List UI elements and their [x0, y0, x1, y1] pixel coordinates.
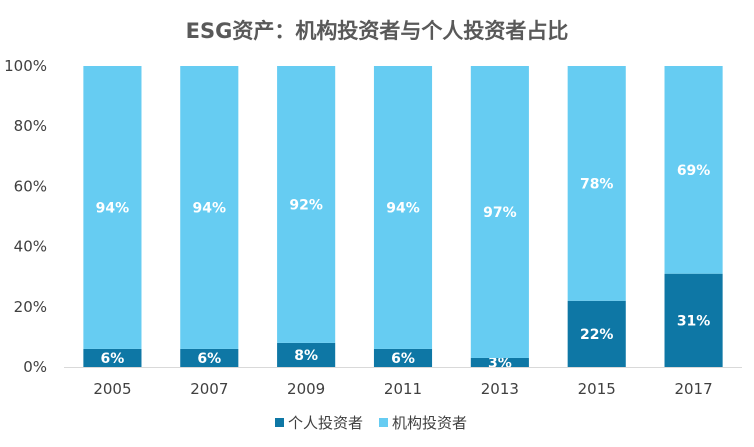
data-label: 31% — [677, 313, 711, 329]
bar-segment-institutional — [373, 66, 433, 349]
x-axis: 2005 2007 2009 2011 2013 2015 2017 — [64, 367, 742, 398]
legend-label: 机构投资者 — [392, 414, 467, 432]
y-tick-label: 100% — [4, 57, 47, 75]
data-label: 92% — [289, 197, 323, 213]
bar-segment-individual — [373, 348, 433, 367]
legend-label: 个人投资者 — [288, 414, 363, 432]
x-tick-label: 2007 — [190, 380, 228, 398]
chart-title: ESG资产：机构投资者与个人投资者占比 — [186, 19, 569, 43]
bar-segment-individual — [664, 273, 723, 367]
y-tick-label: 20% — [14, 298, 47, 316]
data-label: 97% — [483, 205, 517, 221]
data-label: 78% — [580, 176, 614, 192]
bar-segment-individual — [277, 342, 336, 367]
bar-segment-individual — [470, 357, 529, 367]
data-label: 94% — [386, 200, 420, 216]
legend-swatch-individual — [275, 418, 284, 427]
data-label: 6% — [101, 351, 125, 367]
data-label: 8% — [294, 348, 318, 364]
data-label: 6% — [197, 351, 221, 367]
x-tick-label: 2011 — [384, 380, 422, 398]
x-tick-label: 2005 — [93, 380, 131, 398]
y-tick-label: 40% — [14, 238, 47, 256]
x-tick-label: 2013 — [481, 380, 519, 398]
x-tick-label: 2015 — [578, 380, 616, 398]
y-tick-label: 80% — [14, 117, 47, 135]
x-tick-label: 2017 — [674, 380, 712, 398]
bar-segment-institutional — [567, 66, 626, 301]
bar-segment-institutional — [83, 66, 142, 349]
legend: 个人投资者 机构投资者 — [275, 414, 467, 432]
data-label: 22% — [580, 327, 614, 343]
data-label: 6% — [391, 351, 415, 367]
bar-segment-individual — [567, 300, 626, 367]
bar-segment-institutional — [664, 66, 723, 274]
y-axis: 0% 20% 40% 60% 80% 100% — [4, 57, 47, 376]
bars: 6%94%6%94%8%92%6%94%3%97%22%78%31%69% — [83, 66, 723, 371]
bar-segment-institutional — [180, 66, 239, 349]
y-tick-label: 60% — [14, 177, 47, 195]
x-tick-label: 2009 — [287, 380, 325, 398]
data-label: 94% — [96, 200, 130, 216]
bar-segment-institutional — [277, 66, 336, 343]
data-label: 69% — [677, 163, 711, 179]
bar-segment-institutional — [470, 66, 529, 358]
legend-swatch-institutional — [379, 418, 388, 427]
data-label: 94% — [193, 200, 227, 216]
y-tick-label: 0% — [23, 358, 47, 376]
bar-segment-individual — [180, 348, 239, 367]
bar-segment-individual — [83, 348, 142, 367]
